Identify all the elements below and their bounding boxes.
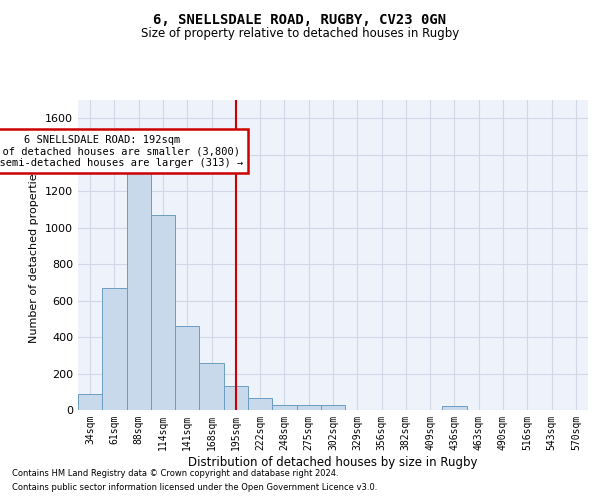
Text: 6 SNELLSDALE ROAD: 192sqm
← 92% of detached houses are smaller (3,800)
8% of sem: 6 SNELLSDALE ROAD: 192sqm ← 92% of detac… [0,134,243,168]
Text: Contains public sector information licensed under the Open Government Licence v3: Contains public sector information licen… [12,484,377,492]
Y-axis label: Number of detached properties: Number of detached properties [29,168,40,342]
Bar [442,406,467,410]
Bar [199,362,224,410]
Bar [296,404,321,410]
Bar [127,173,151,410]
Text: 6, SNELLSDALE ROAD, RUGBY, CV23 0GN: 6, SNELLSDALE ROAD, RUGBY, CV23 0GN [154,12,446,26]
Bar [248,398,272,410]
X-axis label: Distribution of detached houses by size in Rugby: Distribution of detached houses by size … [188,456,478,468]
Bar [321,404,345,410]
Bar [272,404,296,410]
Bar [175,326,199,410]
Bar [78,394,102,410]
Bar [224,386,248,410]
Bar [102,288,127,410]
Text: Size of property relative to detached houses in Rugby: Size of property relative to detached ho… [141,28,459,40]
Text: Contains HM Land Registry data © Crown copyright and database right 2024.: Contains HM Land Registry data © Crown c… [12,468,338,477]
Bar [151,215,175,410]
